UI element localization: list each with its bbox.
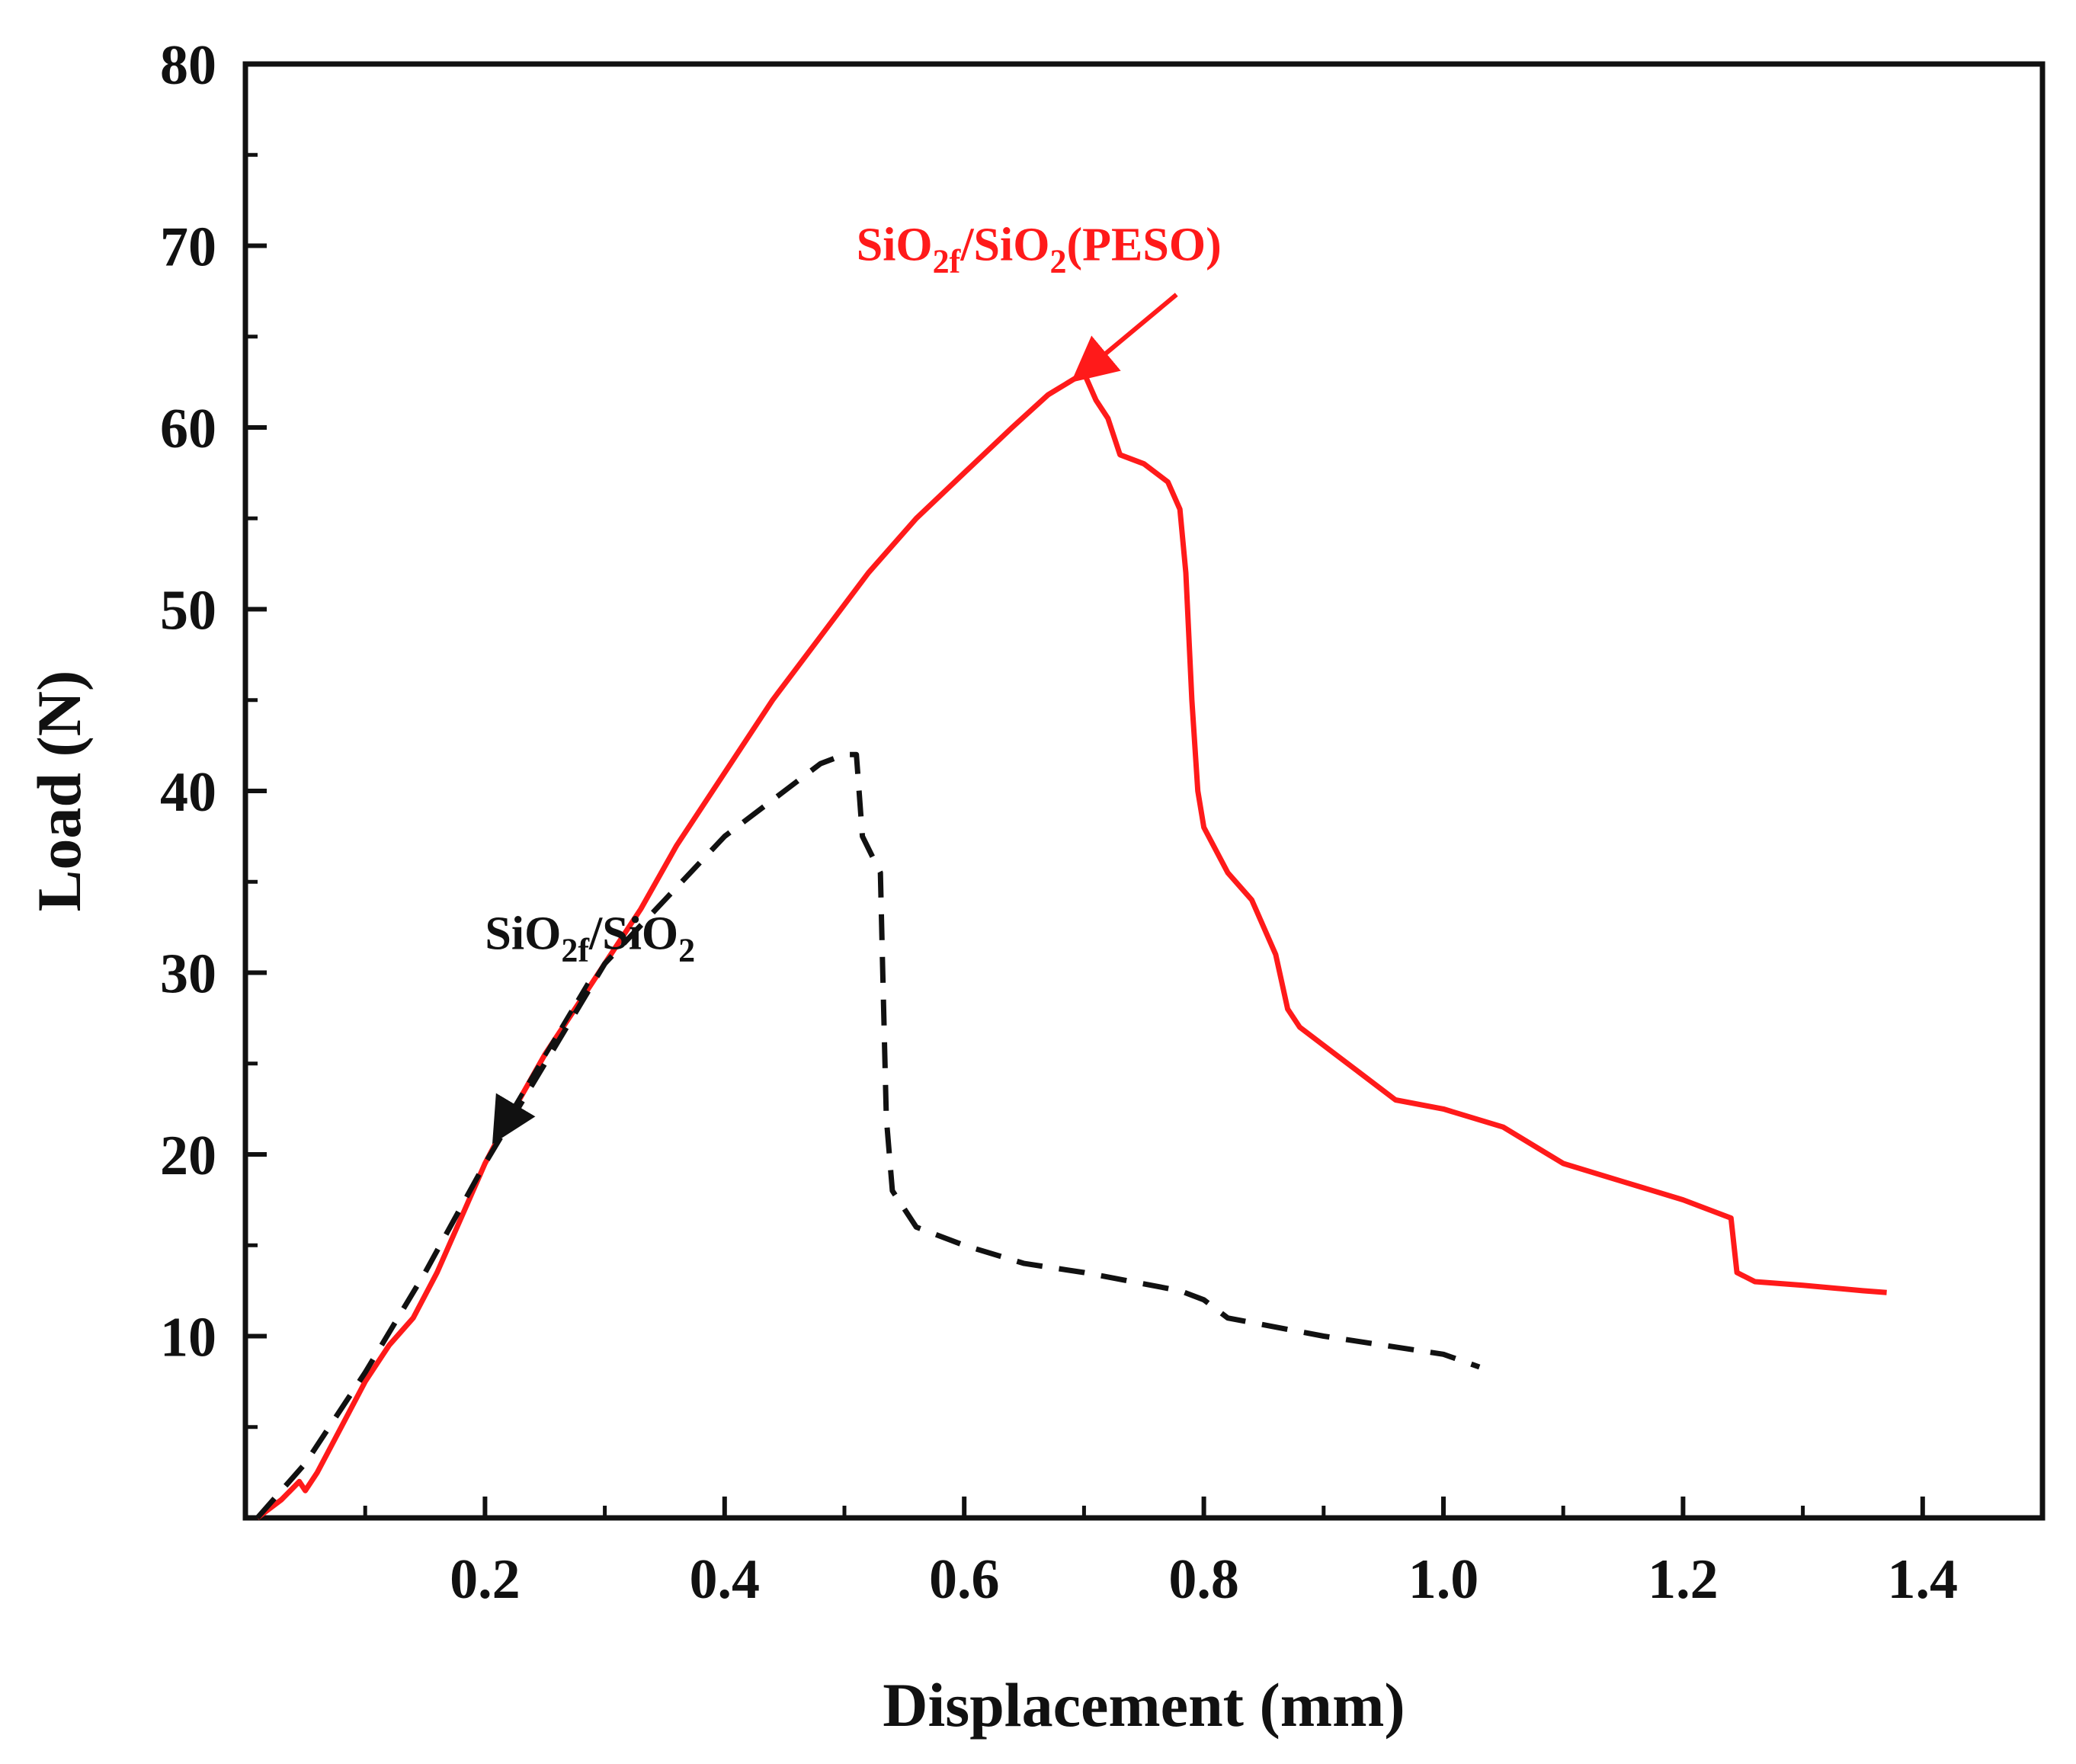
y-tick-label: 10 (160, 1307, 216, 1369)
x-tick-label: 0.6 (929, 1548, 1000, 1611)
label-text: (PESO) (1066, 219, 1221, 271)
label-text: /SiO (960, 219, 1049, 271)
x-tick-label: 1.0 (1408, 1548, 1479, 1611)
x-tick-label: 0.4 (690, 1548, 761, 1611)
x-axis-title: Displacement (mm) (883, 1670, 1405, 1740)
label-subscript: 2 (1049, 243, 1066, 280)
x-tick-label: 1.2 (1648, 1548, 1719, 1611)
x-tick-label: 1.4 (1888, 1548, 1959, 1611)
series-label-1: SiO2f/SiO2 (485, 908, 695, 968)
label-subscript: 2f (561, 931, 590, 968)
y-tick-label: 30 (160, 943, 216, 1006)
plot-frame (242, 61, 2046, 1521)
y-tick-label: 70 (160, 216, 216, 279)
label-subscript: 2 (678, 931, 695, 968)
y-tick-label: 60 (160, 398, 216, 460)
annotation-arrow-0 (1071, 293, 1178, 383)
y-axis-title: Load (N) (24, 671, 94, 912)
label-text: SiO (857, 219, 933, 271)
label-text: /SiO (588, 908, 678, 959)
y-tick-label: 20 (160, 1125, 216, 1187)
y-tick-label: 50 (160, 580, 216, 642)
y-tick-label: 40 (160, 761, 216, 824)
y-tick-label: 80 (160, 34, 216, 97)
series-line-1 (255, 751, 1481, 1520)
x-tick-label: 0.2 (450, 1548, 521, 1611)
series-line-0 (255, 370, 1887, 1520)
label-text: SiO (485, 908, 561, 959)
series-label-0: SiO2f/SiO2(PESO) (857, 219, 1222, 280)
x-tick-label: 0.8 (1168, 1548, 1239, 1611)
label-subscript: 2f (933, 243, 962, 280)
